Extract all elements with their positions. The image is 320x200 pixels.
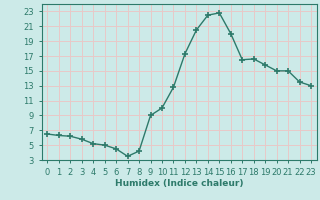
X-axis label: Humidex (Indice chaleur): Humidex (Indice chaleur) — [115, 179, 244, 188]
